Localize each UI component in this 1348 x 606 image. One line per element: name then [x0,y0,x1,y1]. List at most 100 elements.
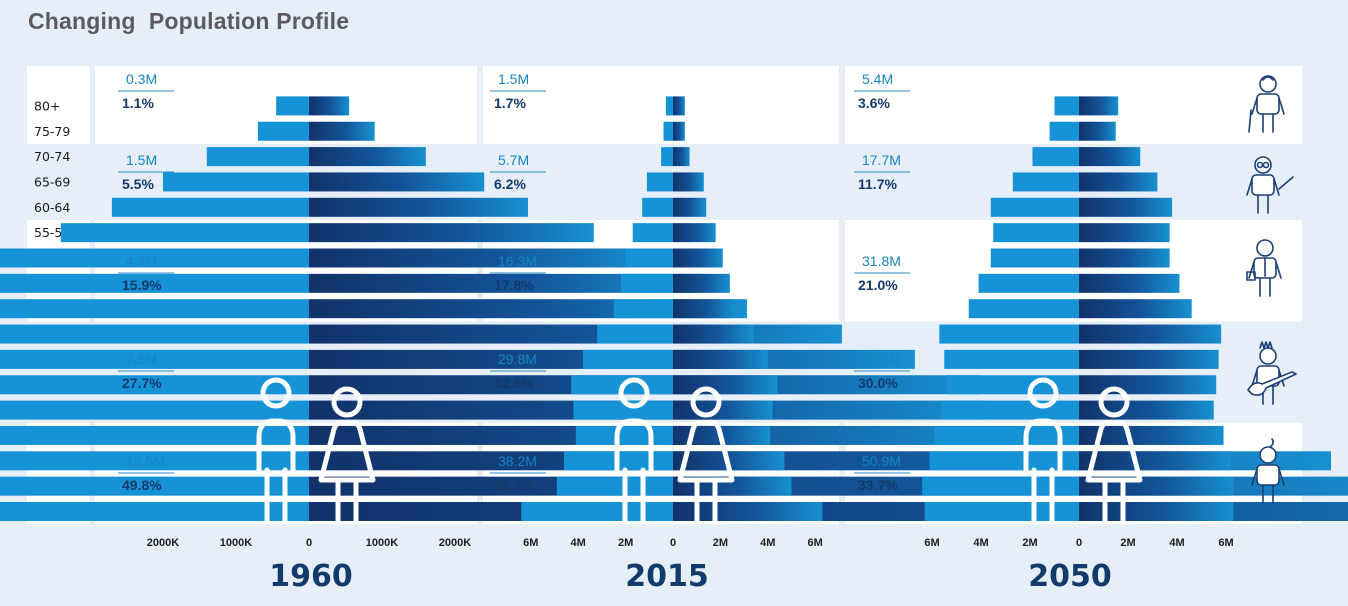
male-bar [944,349,1079,369]
male-bar [163,172,309,192]
male-bar [613,299,673,319]
x-tick-label: 2000K [439,537,471,549]
group-count-label: 5.7M [498,152,529,168]
x-tick-label: 1000K [220,537,252,549]
female-bar [1079,172,1158,192]
x-tick-label: 0 [670,537,676,549]
female-bar [1079,425,1224,445]
x-tick-label: 2M [1022,537,1037,549]
group-percent-label: 15.9% [122,277,162,293]
male-bar [0,400,309,420]
male-bar [206,147,309,167]
man-figure-icon [618,377,650,409]
group-percent-label: 11.7% [858,176,897,192]
female-bar [1079,375,1217,395]
female-bar [1079,147,1141,167]
male-bar [941,400,1079,420]
woman-figure-icon [1098,386,1130,418]
female-bar [1079,223,1170,243]
x-tick-label: 6M [924,537,939,549]
female-bar [309,324,842,344]
female-bar [673,324,754,344]
elderly-person-icon [1248,75,1285,133]
gender-figures [256,377,1143,524]
male-bar [993,223,1079,243]
woman-figure-icon [318,420,376,524]
group-percent-label: 3.6% [858,95,890,111]
male-bar [276,96,309,116]
x-tick-label: 2M [618,537,633,549]
female-bar [309,248,653,268]
male-bar [111,197,310,217]
group-count-label: 16.3M [498,253,537,269]
male-bar [990,197,1079,217]
male-bar [968,299,1079,319]
woman-figure-icon [331,386,363,418]
female-bar [1079,502,1234,521]
x-tick-label: 4M [571,537,586,549]
male-bar [0,375,309,395]
group-percent-label: 5.5% [122,176,154,192]
female-bar [673,197,707,217]
male-bar [556,476,673,496]
woman-figure-icon [690,386,722,418]
male-bar [573,400,673,420]
x-tick-label: 1000K [366,537,398,549]
year-label: 1960 [269,559,353,594]
group-count-label: 5.4M [862,71,893,87]
age-label: 75-79 [34,124,70,139]
man-figure-icon [256,418,296,524]
female-bar [1079,197,1173,217]
gender-figure-pair [1023,377,1143,524]
page-title: Changing Population Profile [28,8,350,34]
male-bar [929,451,1079,471]
male-bar [946,375,1079,395]
x-tick-label: 4M [760,537,775,549]
male-bar [642,197,673,217]
male-bar [60,223,309,243]
group-count-label: 45.3M [862,351,901,367]
female-bar [673,147,690,167]
x-tick-label: 6M [1218,537,1233,549]
male-bar [521,502,673,521]
male-bar [0,273,309,293]
male-bar [625,248,673,268]
female-bar [309,96,350,116]
age-label: 80+ [34,98,60,113]
group-percent-label: 49.8% [122,477,162,493]
x-tick-label: 2M [713,537,728,549]
woman-figure-icon [677,420,735,524]
female-bar [673,96,685,116]
group-count-label: 1.5M [498,71,529,87]
x-tick-label: 4M [973,537,988,549]
group-percent-label: 1.7% [494,95,526,111]
x-tick-label: 4M [1169,537,1184,549]
group-percent-label: 27.7% [122,375,162,391]
male-bar [661,147,673,167]
group-count-label: 4.3M [126,253,157,269]
male-bar [1012,172,1079,192]
age-band [27,66,90,144]
male-bar [978,273,1079,293]
child-icon [1251,438,1285,504]
female-bar [673,349,768,369]
female-bar [1079,248,1170,268]
female-bar [1079,349,1219,369]
male-bar [934,425,1079,445]
male-bar [575,425,673,445]
group-percent-label: 17.8% [494,277,534,293]
group-percent-label: 32.6% [494,375,534,391]
female-bar [673,223,716,243]
female-bar [673,172,704,192]
female-bar [1079,299,1192,319]
female-bar [309,121,375,141]
female-bar [309,197,528,217]
x-tick-label: 2M [1120,537,1135,549]
group-count-label: 1.5M [126,152,157,168]
group-count-label: 38.2M [498,453,537,469]
year-labels: 1960 2015 2050 [269,559,1112,594]
male-bar [0,299,309,319]
female-bar [1079,96,1119,116]
female-bar [309,172,485,192]
